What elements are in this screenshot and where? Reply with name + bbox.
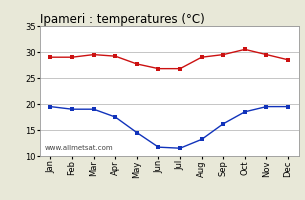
Text: Ipameri : temperatures (°C): Ipameri : temperatures (°C) <box>40 13 204 26</box>
Text: www.allmetsat.com: www.allmetsat.com <box>45 145 113 151</box>
